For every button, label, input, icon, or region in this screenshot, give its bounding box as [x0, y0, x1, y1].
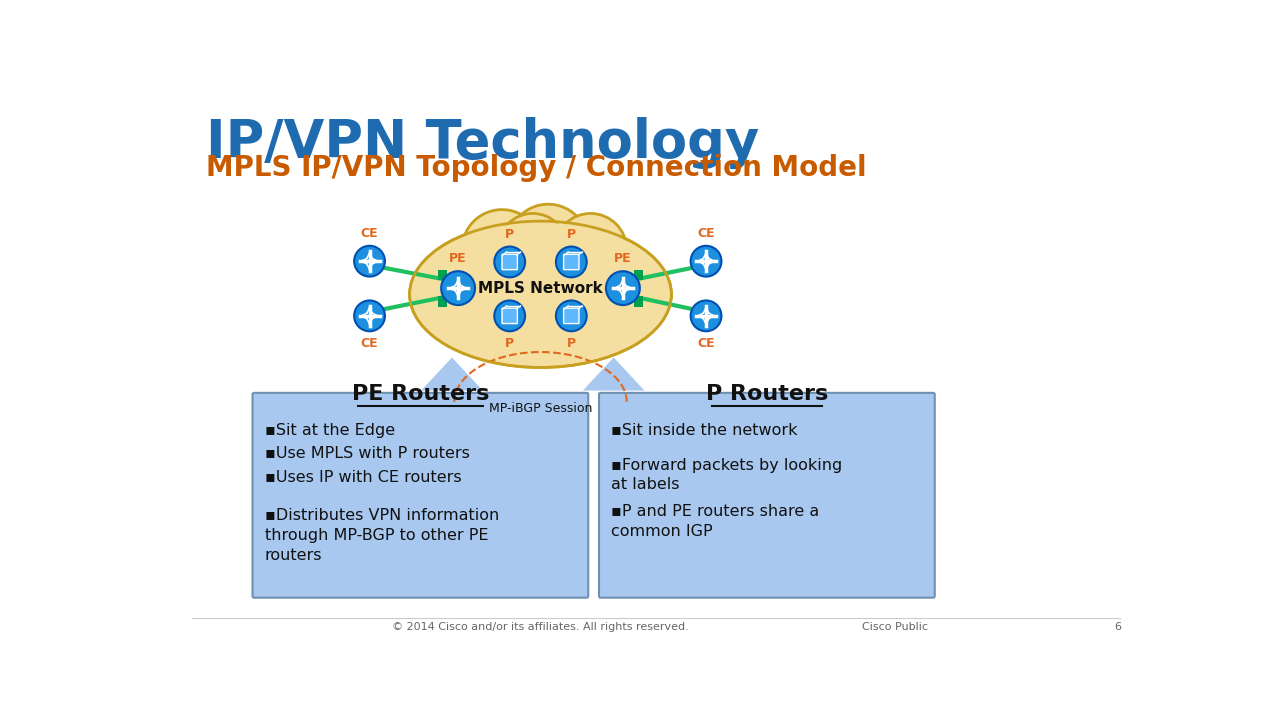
Text: P Routers: P Routers [705, 384, 828, 404]
Circle shape [691, 246, 722, 276]
Circle shape [554, 213, 627, 286]
Text: MPLS IP/VPN Topology / Connection Model: MPLS IP/VPN Topology / Connection Model [206, 154, 867, 182]
Text: ▪Sit at the Edge: ▪Sit at the Edge [265, 423, 396, 438]
Circle shape [556, 300, 586, 331]
FancyBboxPatch shape [252, 393, 589, 598]
Text: PE: PE [614, 252, 632, 265]
FancyBboxPatch shape [563, 254, 579, 270]
Bar [438, 296, 447, 307]
Polygon shape [582, 357, 644, 390]
Ellipse shape [411, 222, 669, 366]
Circle shape [494, 300, 525, 331]
Circle shape [556, 246, 586, 277]
Circle shape [691, 300, 722, 331]
Bar [634, 270, 643, 280]
Text: 6: 6 [1115, 622, 1121, 632]
Bar [438, 270, 447, 280]
Text: CE: CE [698, 338, 714, 351]
Circle shape [355, 300, 385, 331]
Circle shape [498, 213, 567, 283]
Text: IP/VPN Technology: IP/VPN Technology [206, 117, 759, 169]
Text: ▪Use MPLS with P routers: ▪Use MPLS with P routers [265, 446, 470, 461]
Text: ▪Sit inside the network: ▪Sit inside the network [612, 423, 797, 438]
Circle shape [355, 246, 385, 276]
Text: ▪P and PE routers share a
common IGP: ▪P and PE routers share a common IGP [612, 504, 819, 539]
Text: P: P [567, 337, 576, 350]
Text: CE: CE [361, 227, 379, 240]
Text: P: P [506, 228, 515, 241]
Circle shape [605, 271, 640, 305]
FancyBboxPatch shape [502, 308, 517, 323]
Circle shape [462, 210, 541, 289]
Circle shape [494, 246, 525, 277]
Ellipse shape [410, 221, 672, 367]
Text: CE: CE [698, 227, 714, 240]
Text: ▪Forward packets by looking
at labels: ▪Forward packets by looking at labels [612, 457, 842, 492]
Text: © 2014 Cisco and/or its affiliates. All rights reserved.: © 2014 Cisco and/or its affiliates. All … [392, 622, 689, 632]
Text: Cisco Public: Cisco Public [861, 622, 928, 632]
Polygon shape [421, 357, 483, 390]
Text: MPLS Network: MPLS Network [479, 281, 603, 296]
Circle shape [508, 204, 589, 284]
Text: P: P [567, 228, 576, 241]
Text: MP-iBGP Session: MP-iBGP Session [489, 402, 593, 415]
Text: ▪Distributes VPN information
through MP-BGP to other PE
routers: ▪Distributes VPN information through MP-… [265, 508, 499, 563]
Text: P: P [506, 337, 515, 350]
FancyBboxPatch shape [502, 254, 517, 270]
Text: PE: PE [449, 252, 467, 265]
Text: CE: CE [361, 338, 379, 351]
Text: ▪Uses IP with CE routers: ▪Uses IP with CE routers [265, 470, 462, 485]
FancyBboxPatch shape [563, 308, 579, 323]
Circle shape [442, 271, 475, 305]
Text: PE Routers: PE Routers [352, 384, 489, 404]
Bar [634, 296, 643, 307]
FancyBboxPatch shape [599, 393, 934, 598]
